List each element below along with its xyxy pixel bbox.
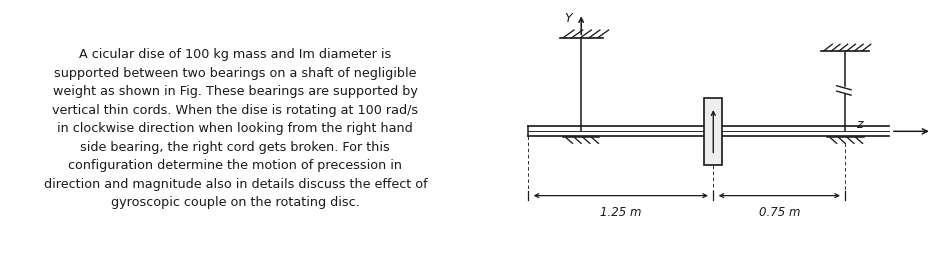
Text: 0.75 m: 0.75 m [759, 206, 800, 219]
Text: Y: Y [564, 12, 572, 25]
Text: z: z [856, 118, 863, 131]
Text: 1.25 m: 1.25 m [600, 206, 642, 219]
Bar [704, 98, 723, 165]
Text: A cicular dise of 100 kg mass and Im diameter is
supported between two bearings : A cicular dise of 100 kg mass and Im dia… [44, 48, 427, 209]
